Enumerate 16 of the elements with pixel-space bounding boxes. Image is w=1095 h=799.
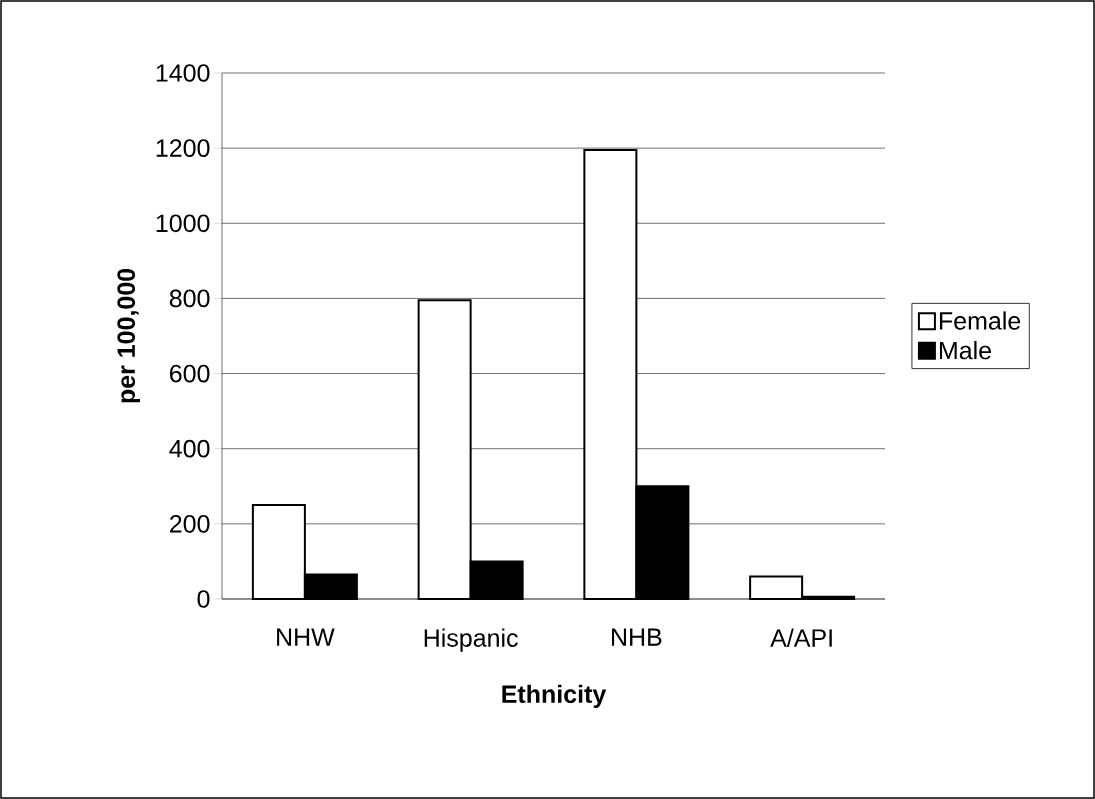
y-tick-label: 1400 [156,64,210,82]
y-tick-label: 400 [169,439,210,458]
legend-label: Male [939,340,991,360]
y-tick-label: 800 [169,289,210,308]
y-axis-title: per 100,000 [117,268,140,403]
y-tick-label: 1000 [156,214,210,233]
x-tick-label: Hispanic [424,628,518,652]
y-tick-label: 600 [170,364,210,383]
x-tick-label: A/API [770,628,832,647]
y-tick-label: 1200 [156,139,210,157]
y-tick-label: 200 [170,514,210,533]
legend-label: Female [939,311,1021,330]
y-tick-label: 0 [197,590,210,608]
x-tick-label: NHB [612,628,662,646]
x-axis-title: Ethnicity [502,684,607,708]
x-tick-label: NHW [277,628,335,646]
